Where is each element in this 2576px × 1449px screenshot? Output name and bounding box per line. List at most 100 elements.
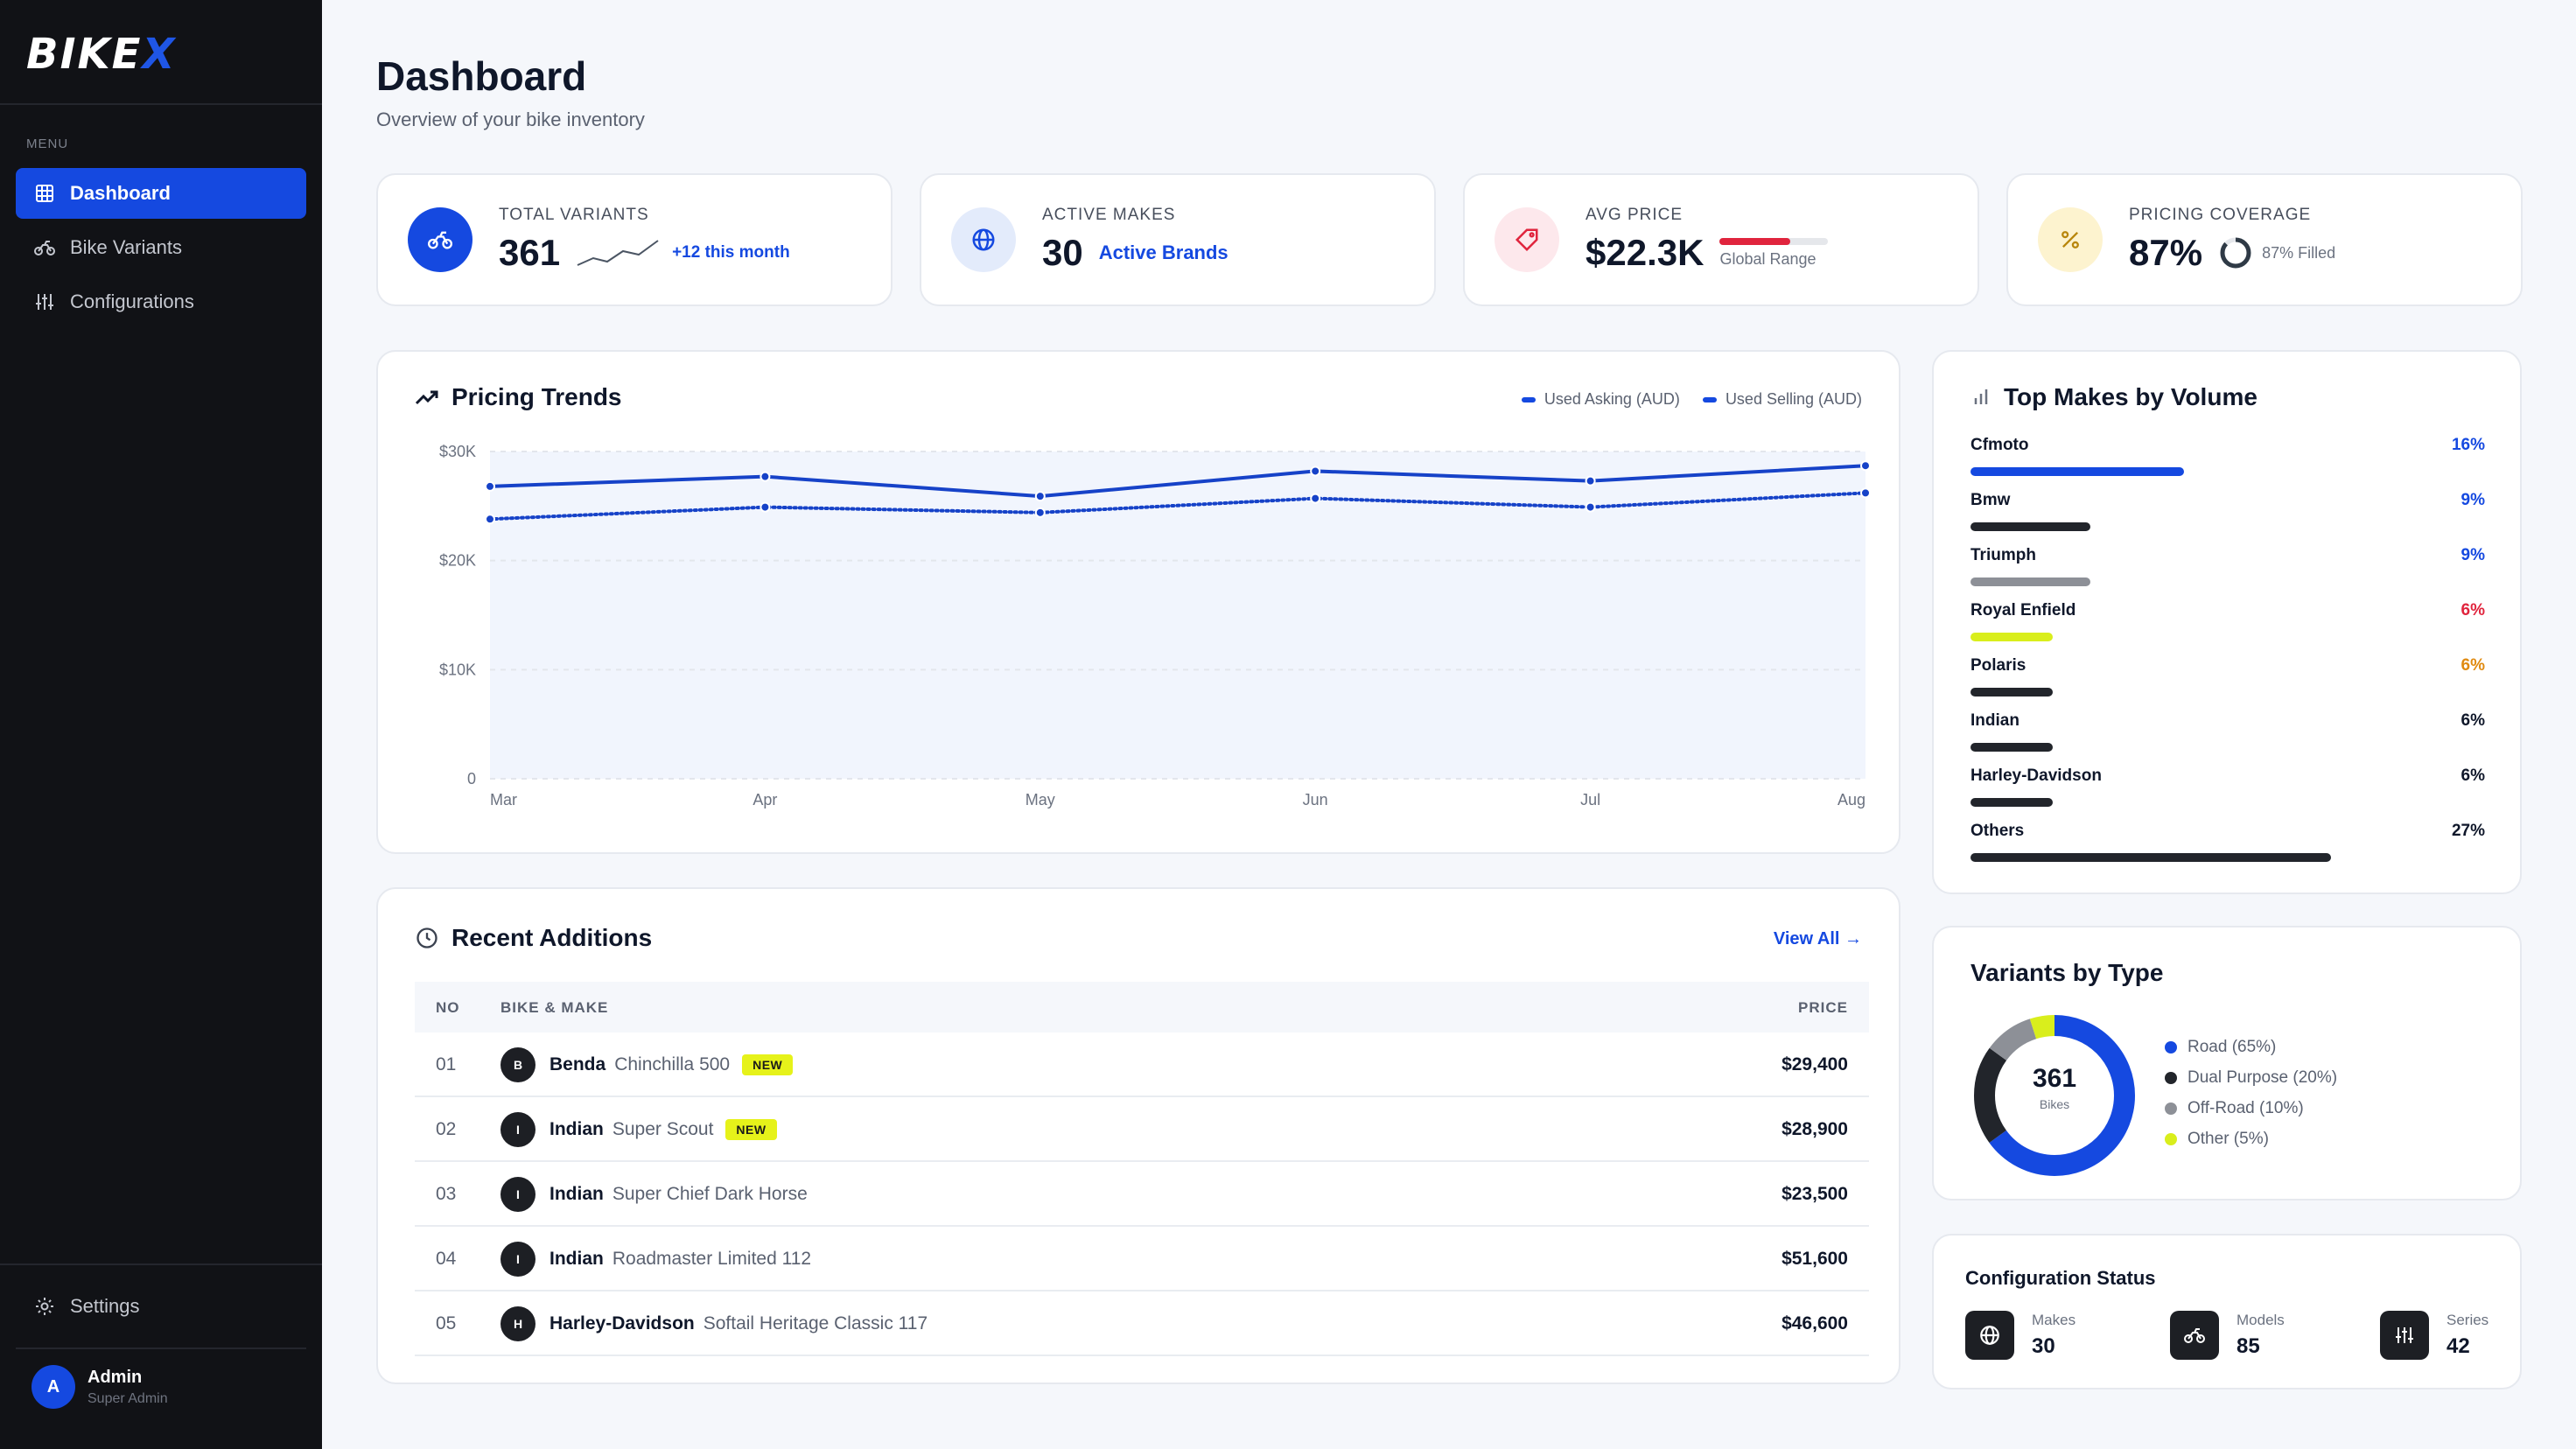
price-cell: $46,600 xyxy=(1782,1313,1848,1334)
avatar: A xyxy=(32,1365,75,1409)
user-profile[interactable]: A Admin Super Admin xyxy=(32,1365,168,1409)
legend-item: Used Selling (AUD) xyxy=(1702,390,1862,409)
price-cell: $51,600 xyxy=(1782,1249,1848,1269)
sidebar-item-configurations[interactable]: Configurations xyxy=(16,276,306,327)
globe-icon xyxy=(1965,1311,2014,1360)
data-point xyxy=(760,501,771,513)
motorbike-icon xyxy=(2170,1311,2219,1360)
chart-area xyxy=(490,452,1866,779)
bike-cell: I Indian Super Chief Dark Horse xyxy=(500,1177,808,1212)
stat-label: TOTAL VARIANTS xyxy=(499,206,649,224)
stat-value: 30 xyxy=(1042,232,1083,273)
stat-label: ACTIVE MAKES xyxy=(1042,206,1176,224)
table-header: NO BIKE & MAKE PRICE xyxy=(415,982,1869,1032)
variants-donut-chart xyxy=(1974,1015,2135,1176)
globe-icon xyxy=(951,207,1016,272)
variant-legend-item: Road (65%) xyxy=(2165,1038,2276,1057)
config-series[interactable]: Series 42 xyxy=(2380,1311,2488,1360)
config-label: Series xyxy=(2446,1312,2489,1328)
coverage-ring xyxy=(2220,237,2251,269)
model-name: Chinchilla 500 xyxy=(614,1054,731,1074)
table-row[interactable]: 03 I Indian Super Chief Dark Horse $23,500 xyxy=(415,1164,1869,1227)
clock-icon xyxy=(415,926,439,950)
sparkline xyxy=(577,240,659,266)
stat-extra: 87% Filled xyxy=(2262,243,2336,262)
make-row: Bmw 9% xyxy=(1970,491,2485,531)
data-point xyxy=(1860,460,1871,472)
new-badge: NEW xyxy=(725,1119,777,1140)
menu-label: MENU xyxy=(26,136,69,151)
stat-label: PRICING COVERAGE xyxy=(2129,206,2312,224)
x-tick-label: Mar xyxy=(490,791,517,808)
page-title: Dashboard xyxy=(376,53,587,99)
make-name: Benda xyxy=(550,1054,606,1074)
motorbike-icon xyxy=(408,207,472,272)
col-header-price[interactable]: PRICE xyxy=(1798,999,1848,1016)
top-makes-card: Top Makes by Volume Cfmoto 16% Bmw 9% Triump… xyxy=(1932,350,2522,894)
price-cell: $23,500 xyxy=(1782,1184,1848,1204)
y-tick-label: $20K xyxy=(439,552,476,570)
sidebar-item-settings[interactable]: Settings xyxy=(16,1281,306,1332)
page-subtitle: Overview of your bike inventory xyxy=(376,108,645,130)
make-avatar: I xyxy=(500,1242,536,1277)
table-row[interactable]: 02 I Indian Super Scout NEW $28,900 xyxy=(415,1099,1869,1162)
recent-additions-card: Recent Additions View All → NO BIKE & MA… xyxy=(376,887,1900,1384)
user-name: Admin xyxy=(88,1367,143,1387)
make-percent: 16% xyxy=(2451,436,2485,454)
variants-by-type-card: Variants by Type 361 Bikes Road (65%) Dua… xyxy=(1932,926,2522,1200)
row-number: 04 xyxy=(436,1249,457,1269)
config-models[interactable]: Models 85 xyxy=(2170,1311,2285,1360)
y-tick-label: 0 xyxy=(467,770,476,788)
model-name: Super Chief Dark Horse xyxy=(612,1184,808,1204)
table-row[interactable]: 05 H Harley-Davidson Softail Heritage Class… xyxy=(415,1293,1869,1356)
make-row: Royal Enfield 6% xyxy=(1970,601,2485,641)
view-all-link[interactable]: View All → xyxy=(1773,929,1862,948)
stat-card-pricing-coverage: PRICING COVERAGE 87% 87% Filled xyxy=(2006,173,2523,306)
legend-dot xyxy=(2165,1041,2177,1054)
make-percent: 6% xyxy=(2460,766,2485,785)
stat-card-total-variants: TOTAL VARIANTS 361 +12 this month xyxy=(376,173,892,306)
make-name: Indian xyxy=(550,1119,604,1139)
data-point xyxy=(1034,491,1046,502)
make-name: Indian xyxy=(1970,711,2020,730)
sidebar-item-bike-variants[interactable]: Bike Variants xyxy=(16,222,306,273)
stat-trend: +12 this month xyxy=(672,243,790,262)
data-point xyxy=(485,480,495,492)
legend-dot xyxy=(2165,1133,2177,1145)
stat-card-avg-price: AVG PRICE $22.3K Global Range xyxy=(1463,173,1979,306)
make-avatar: B xyxy=(500,1047,536,1082)
make-bar xyxy=(1970,578,2090,586)
legend-dot xyxy=(2165,1102,2177,1115)
sliders-icon xyxy=(2380,1311,2429,1360)
legend-dot xyxy=(2165,1072,2177,1084)
bike-cell: I Indian Roadmaster Limited 112 xyxy=(500,1242,811,1277)
model-name: Softail Heritage Classic 117 xyxy=(703,1313,928,1334)
config-makes[interactable]: Makes 30 xyxy=(1965,1311,2076,1360)
new-badge: NEW xyxy=(742,1054,794,1075)
make-bar xyxy=(1970,633,2053,641)
make-percent: 9% xyxy=(2460,546,2485,564)
sidebar-item-label: Configurations xyxy=(70,290,194,312)
make-bar xyxy=(1970,688,2053,696)
stat-extra: Active Brands xyxy=(1098,242,1228,263)
make-avatar: H xyxy=(500,1306,536,1341)
bike-cell: B Benda Chinchilla 500 NEW xyxy=(500,1047,794,1082)
configuration-status-card: Configuration Status Makes 30 Models 85 Se… xyxy=(1932,1234,2522,1390)
tag-icon xyxy=(1494,207,1559,272)
make-row: Triumph 9% xyxy=(1970,546,2485,586)
pricing-trends-card: Pricing Trends Used Asking (AUD) Used Se… xyxy=(376,350,1900,854)
section-title: Recent Additions xyxy=(415,924,652,952)
divider xyxy=(0,103,322,105)
table-row[interactable]: 04 I Indian Roadmaster Limited 112 $51,600 xyxy=(415,1228,1869,1292)
app-logo[interactable]: BIKEX xyxy=(26,30,177,79)
col-header-no[interactable]: NO xyxy=(436,999,460,1016)
stat-value: 87% xyxy=(2129,232,2203,273)
data-point xyxy=(1860,487,1871,499)
divider xyxy=(16,1348,306,1349)
col-header-bike[interactable]: BIKE & MAKE xyxy=(500,999,609,1016)
table-row[interactable]: 01 B Benda Chinchilla 500 NEW $29,400 xyxy=(415,1034,1869,1097)
legend-label: Road (65%) xyxy=(2188,1038,2277,1056)
sidebar-item-dashboard[interactable]: Dashboard xyxy=(16,168,306,219)
make-bar xyxy=(1970,853,2331,862)
sidebar: BIKEX MENU Dashboard Bike Variants Confi… xyxy=(0,0,322,1449)
